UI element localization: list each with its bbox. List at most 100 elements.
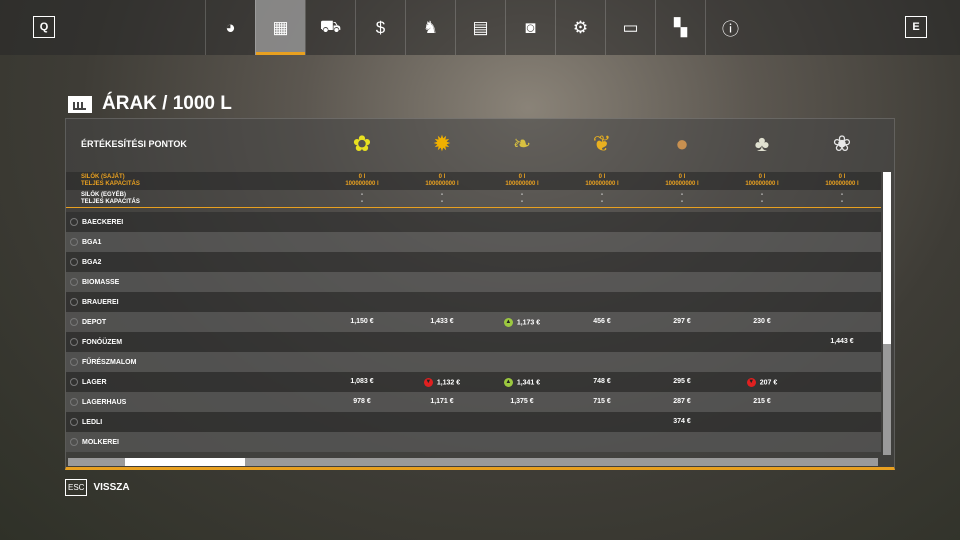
price-value: 1,171 € — [430, 398, 454, 405]
table-row[interactable]: BRAUEREI — [66, 292, 881, 312]
table-row[interactable]: MOLKEREI — [66, 432, 881, 452]
table-row[interactable]: BIOMASSE — [66, 272, 881, 292]
price-value: 1,150 € — [350, 318, 374, 325]
silo-value: -- — [327, 192, 397, 206]
silo-amount: - — [601, 192, 603, 198]
prev-page-key[interactable]: Q — [33, 16, 55, 38]
soybean-icon: ❧ — [512, 131, 532, 156]
trend-down-icon: ▼ — [746, 378, 756, 387]
silo-amount: 0 l — [358, 174, 366, 180]
trend-down-icon: ▼ — [423, 378, 433, 387]
selling-point-name: BGA2 — [82, 259, 102, 266]
silo-value: -- — [487, 192, 557, 206]
price-cell: ▼ 1,132 € — [407, 378, 477, 387]
price-value: 748 € — [593, 378, 611, 385]
tab-display-settings[interactable]: ▭ — [605, 0, 655, 55]
price-cell: ▲ 1,173 € — [487, 318, 557, 327]
silo-amount: - — [441, 192, 443, 198]
silo-value: 0 l 100000000 l — [567, 174, 637, 188]
back-label: VISSZA — [93, 482, 130, 493]
tab-general-settings[interactable]: ▚ — [655, 0, 705, 55]
silo-amount: - — [841, 192, 843, 198]
silo-capacity-label: TELJES KAPACITÁS — [81, 199, 140, 205]
price-value: 1,173 € — [516, 319, 541, 327]
silo-capacity: 100000000 l — [825, 181, 859, 187]
tab-help-info[interactable]: ⓘ — [705, 0, 755, 55]
prices-chart-icon: ▦ — [272, 17, 289, 37]
silo-value: -- — [727, 192, 797, 206]
selling-point-name: DEPOT — [82, 319, 107, 326]
selling-point-name: BGA1 — [82, 239, 102, 246]
price-cell: 978 € — [327, 398, 397, 405]
tab-tutorial-board[interactable]: ◙ — [505, 0, 555, 55]
general-settings-icon: ▚ — [673, 17, 688, 37]
tab-prices-chart[interactable]: ▦ — [255, 0, 305, 55]
tab-cow[interactable]: ♞ — [405, 0, 455, 55]
table-row[interactable]: FŰRÉSZMALOM — [66, 352, 881, 372]
silo-amount: - — [521, 192, 523, 198]
back-button[interactable]: ESC VISSZA — [65, 479, 130, 496]
selling-point-name: LAGER — [82, 379, 107, 386]
potato-icon: ● — [675, 131, 689, 156]
selling-point-icon — [70, 338, 78, 346]
price-value: 295 € — [673, 378, 691, 385]
silo-capacity: - — [521, 199, 523, 205]
horizontal-scroll-thumb[interactable] — [125, 458, 245, 466]
silo-amount: 0 l — [518, 174, 526, 180]
selling-point-icon — [70, 418, 78, 426]
page-title: ÁRAK / 1000 L — [68, 93, 232, 115]
price-cell: 287 € — [647, 398, 717, 405]
silo-label: SILÓK (EGYÉB) TELJES KAPACITÁS — [81, 192, 140, 206]
tab-vehicle-settings[interactable]: ⚙ — [555, 0, 605, 55]
selling-point-icon — [70, 238, 78, 246]
prices-table: ÉRTÉKESÍTÉSI PONTOK ✿ ✹ ❧ ❦ ● ♣ ❀ SILÓK (SAJÁT… — [65, 118, 895, 470]
silo-value: -- — [807, 192, 877, 206]
silo-amount: - — [681, 192, 683, 198]
vehicle-settings-icon: ⚙ — [572, 17, 589, 37]
tab-contracts[interactable]: ▤ — [455, 0, 505, 55]
selling-point-name: MOLKEREI — [82, 439, 119, 446]
table-row[interactable]: DEPOT 1,150 € 1,433 € ▲ 1,173 € 456 € 297 € 230… — [66, 312, 881, 332]
price-cell: 215 € — [727, 398, 797, 405]
table-row[interactable]: LAGER 1,083 € ▼ 1,132 € ▲ 1,341 €748 €295 € ▼ 2… — [66, 372, 881, 392]
tab-tractor[interactable]: ⛟ — [305, 0, 355, 55]
prices-chart-icon — [68, 95, 92, 113]
tab-money[interactable]: $ — [355, 0, 405, 55]
horizontal-scrollbar[interactable] — [68, 458, 878, 466]
silo-capacity: 100000000 l — [425, 181, 459, 187]
table-row[interactable]: BGA2 — [66, 252, 881, 272]
price-cell: ▼ 207 € — [727, 378, 797, 387]
selling-point-icon — [70, 278, 78, 286]
vertical-scroll-thumb[interactable] — [883, 172, 891, 344]
price-value: 230 € — [753, 318, 771, 325]
price-cell: 1,443 € — [807, 338, 877, 345]
table-row[interactable]: BAECKEREI — [66, 212, 881, 232]
selling-point-icon — [70, 258, 78, 266]
tutorial-board-icon: ◙ — [525, 17, 536, 37]
display-settings-icon: ▭ — [622, 17, 639, 37]
silo-name: SILÓK (SAJÁT) — [81, 174, 125, 180]
silo-capacity: - — [361, 199, 363, 205]
vertical-scrollbar[interactable] — [883, 172, 891, 455]
price-value: 297 € — [673, 318, 691, 325]
table-row[interactable]: BGA1 — [66, 232, 881, 252]
silo-capacity: 100000000 l — [505, 181, 539, 187]
silo-value: 0 l 100000000 l — [807, 174, 877, 188]
silo-capacity: 100000000 l — [585, 181, 619, 187]
table-row[interactable]: LAGERHAUS 978 € 1,171 € 1,375 € 715 € 287 € 21… — [66, 392, 881, 412]
silo-capacity: 100000000 l — [665, 181, 699, 187]
table-row[interactable]: FONÓÜZEM 1,443 € — [66, 332, 881, 352]
price-value: 215 € — [753, 398, 771, 405]
selling-point-icon — [70, 298, 78, 306]
tab-globe[interactable]: ◕ — [205, 0, 255, 55]
price-cell: 297 € — [647, 318, 717, 325]
table-row[interactable]: LEDLI 374 € — [66, 412, 881, 432]
selling-point-icon — [70, 318, 78, 326]
silo-capacity: - — [601, 199, 603, 205]
next-page-key[interactable]: E — [905, 16, 927, 38]
price-value: 1,375 € — [510, 398, 534, 405]
price-cell: 715 € — [567, 398, 637, 405]
silo-value: 0 l 100000000 l — [647, 174, 717, 188]
silo-capacity: - — [681, 199, 683, 205]
page-title-text: ÁRAK / 1000 L — [102, 93, 232, 114]
